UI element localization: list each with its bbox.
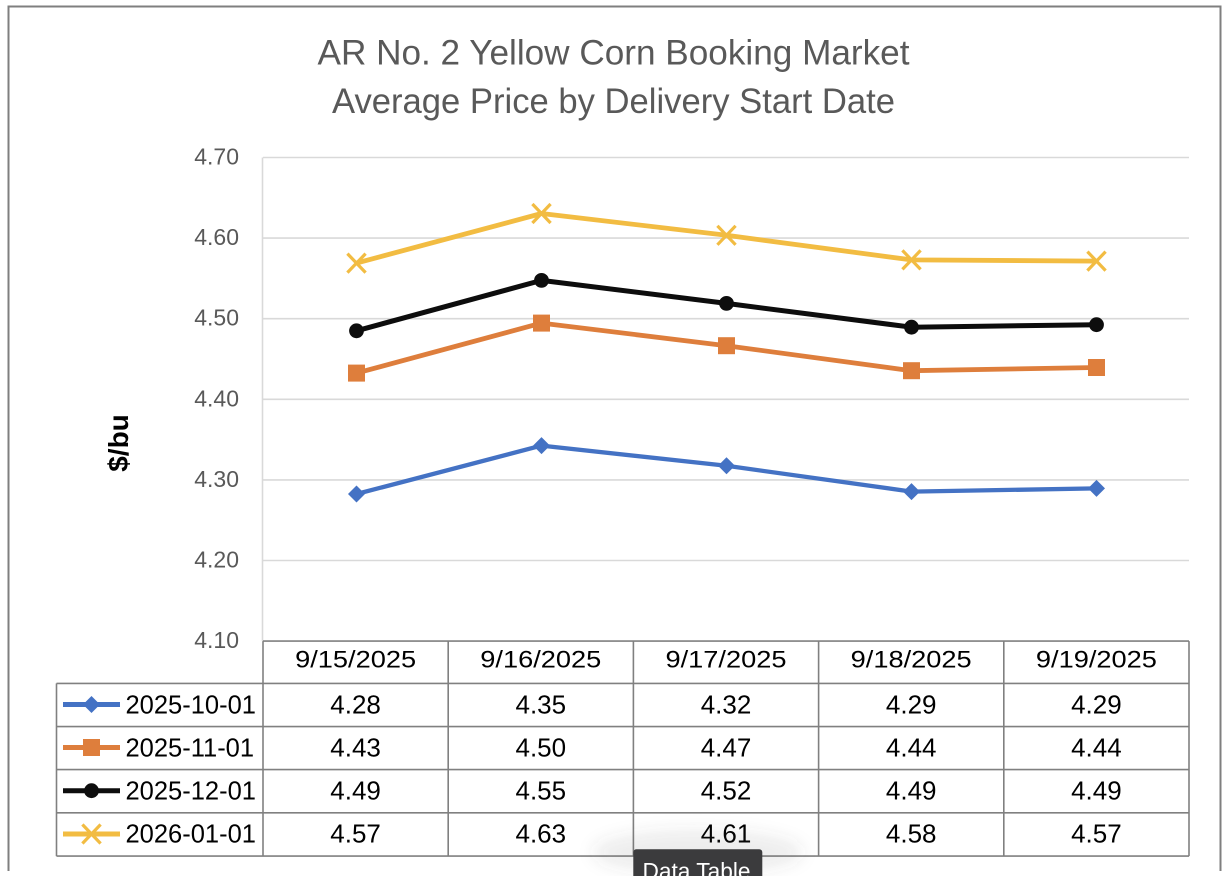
- svg-text:4.63: 4.63: [515, 819, 566, 849]
- svg-text:4.58: 4.58: [886, 819, 937, 849]
- svg-text:2026-01-01: 2026-01-01: [126, 821, 256, 849]
- svg-text:4.29: 4.29: [886, 690, 937, 720]
- svg-text:4.57: 4.57: [1071, 819, 1122, 849]
- svg-text:4.60: 4.60: [194, 224, 239, 250]
- svg-text:9/19/2025: 9/19/2025: [1036, 647, 1157, 674]
- svg-text:4.44: 4.44: [1071, 733, 1122, 763]
- svg-text:2025-11-01: 2025-11-01: [126, 735, 255, 763]
- svg-text:4.10: 4.10: [194, 627, 239, 653]
- svg-text:$/bu: $/bu: [103, 414, 134, 472]
- svg-text:4.35: 4.35: [515, 690, 566, 720]
- svg-text:4.29: 4.29: [1071, 690, 1122, 720]
- svg-text:Data Table: Data Table: [643, 858, 751, 876]
- svg-text:4.50: 4.50: [515, 733, 566, 763]
- svg-text:4.40: 4.40: [194, 385, 239, 411]
- svg-text:4.43: 4.43: [330, 733, 381, 763]
- svg-text:4.70: 4.70: [194, 144, 239, 170]
- svg-text:AR No. 2 Yellow Corn Booking M: AR No. 2 Yellow Corn Booking Market: [318, 34, 910, 73]
- svg-text:Average Price by Delivery Star: Average Price by Delivery Start Date: [332, 82, 895, 121]
- svg-text:4.30: 4.30: [194, 466, 239, 492]
- svg-text:2025-10-01: 2025-10-01: [126, 692, 256, 720]
- svg-text:9/17/2025: 9/17/2025: [666, 647, 787, 674]
- svg-text:4.32: 4.32: [701, 690, 752, 720]
- svg-text:4.20: 4.20: [194, 547, 239, 573]
- svg-text:4.49: 4.49: [330, 776, 381, 806]
- svg-text:9/18/2025: 9/18/2025: [851, 647, 972, 674]
- svg-text:4.49: 4.49: [1071, 776, 1122, 806]
- svg-text:4.28: 4.28: [330, 690, 381, 720]
- svg-text:9/15/2025: 9/15/2025: [295, 647, 416, 674]
- svg-text:4.47: 4.47: [701, 733, 752, 763]
- svg-text:9/16/2025: 9/16/2025: [480, 647, 601, 674]
- svg-text:4.55: 4.55: [515, 776, 566, 806]
- svg-text:4.50: 4.50: [194, 305, 239, 331]
- svg-text:4.52: 4.52: [701, 776, 752, 806]
- svg-text:4.44: 4.44: [886, 733, 937, 763]
- svg-text:4.57: 4.57: [330, 819, 381, 849]
- svg-text:4.49: 4.49: [886, 776, 937, 806]
- svg-text:2025-12-01: 2025-12-01: [126, 778, 256, 806]
